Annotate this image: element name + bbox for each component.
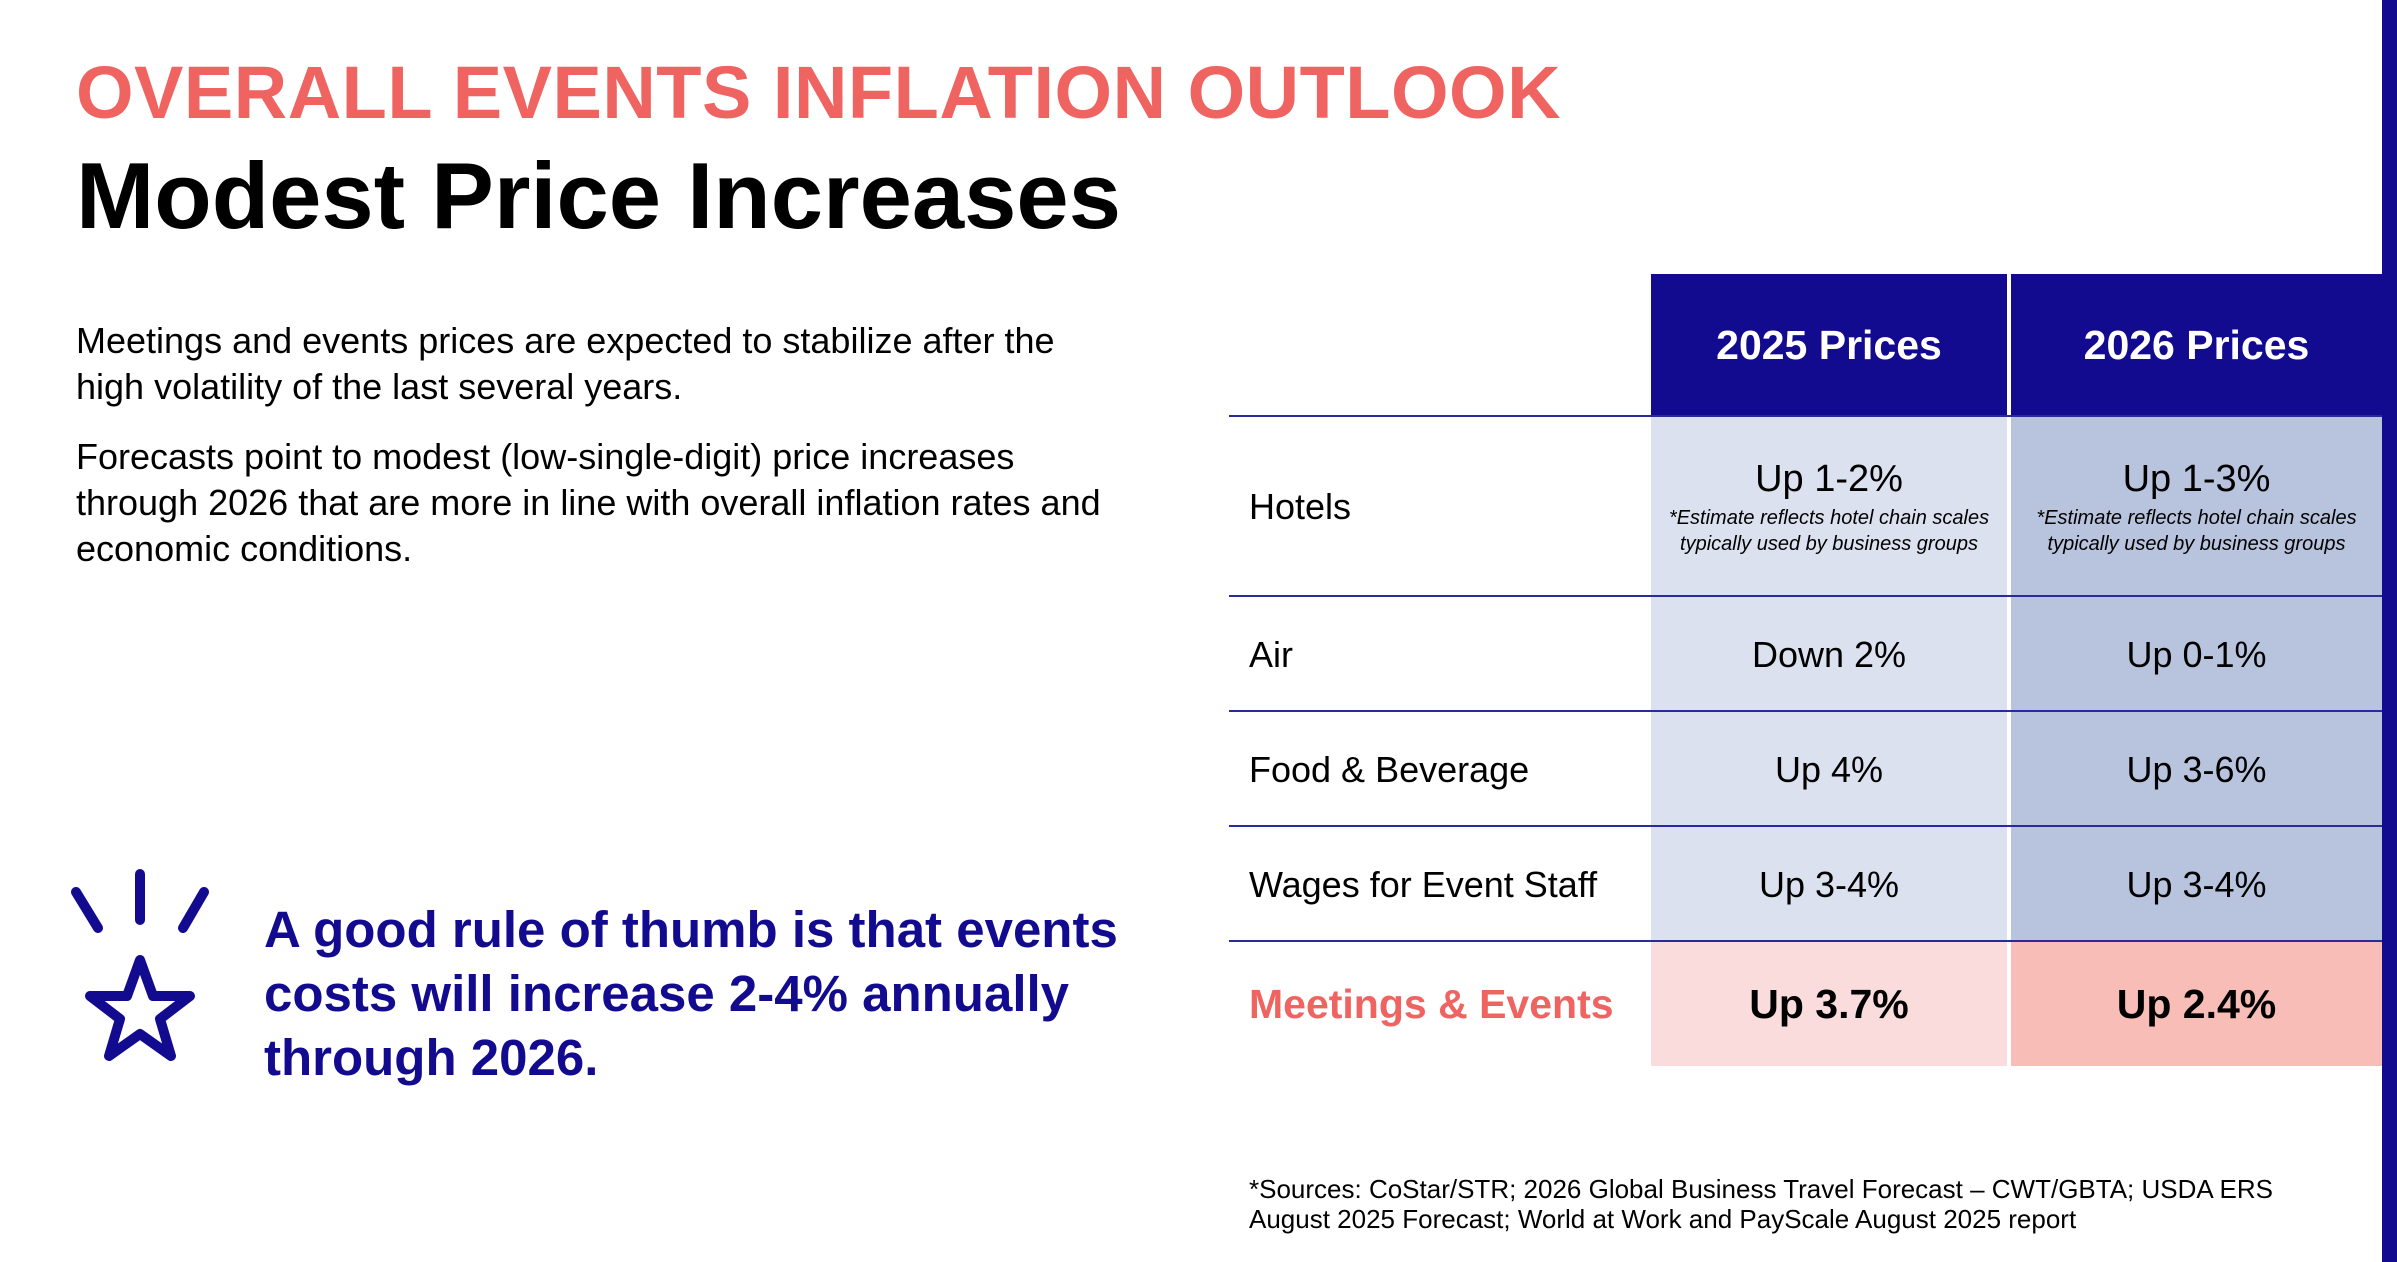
table-row-wages: Wages for Event Staff Up 3-4% Up 3-4% [1229, 827, 2382, 942]
cell-value: Up 1-2% [1755, 458, 1903, 500]
section-kicker: OVERALL EVENTS INFLATION OUTLOOK [76, 51, 1562, 134]
rule-of-thumb-callout: A good rule of thumb is that events cost… [264, 901, 1118, 1086]
row-divider [1229, 825, 2382, 827]
cell-value: Up 1-3% [2122, 458, 2271, 500]
intro-paragraph-1: Meetings and events prices are expected … [76, 320, 1055, 407]
row-divider [1229, 595, 2382, 597]
intro-paragraph-2: Forecasts point to modest (low-single-di… [76, 436, 1101, 569]
row-label: Air [1249, 633, 1293, 675]
table-row-food-beverage: Food & Beverage Up 4% Up 3-6% [1229, 712, 2382, 827]
page-title: Modest Price Increases [76, 143, 1121, 248]
row-label: Wages for Event Staff [1249, 863, 1598, 905]
star-burst-icon [71, 869, 209, 1061]
cell-2026: Up 1-3% *Estimate reflects hotel chain s… [2011, 417, 2382, 597]
right-edge-bar [2382, 0, 2397, 1262]
intro-text: Meetings and events prices are expected … [76, 318, 1126, 596]
cell-2025: Up 3-4% [1651, 827, 2007, 942]
header-2026-prices: 2026 Prices [2011, 274, 2382, 416]
cell-2026: Up 2.4% [2011, 942, 2382, 1066]
cell-2025: Up 1-2% *Estimate reflects hotel chain s… [1651, 417, 2007, 597]
table-row-meetings-events-total: Meetings & Events Up 3.7% Up 2.4% [1229, 942, 2382, 1066]
cell-2026: Up 3-4% [2011, 827, 2382, 942]
cell-2026: Up 0-1% [2011, 597, 2382, 712]
row-label: Meetings & Events [1249, 980, 1614, 1027]
table-row-hotels: Hotels Up 1-2% *Estimate reflects hotel … [1229, 417, 2382, 597]
cell-note: *Estimate reflects hotel chain scales ty… [2036, 507, 2357, 555]
row-divider [1229, 710, 2382, 712]
cell-2025: Down 2% [1651, 597, 2007, 712]
cell-2026: Up 3-6% [2011, 712, 2382, 827]
cell-2025: Up 4% [1651, 712, 2007, 827]
row-divider [1229, 940, 2382, 942]
header-divider [2007, 274, 2011, 416]
sources-footnote: *Sources: CoStar/STR; 2026 Global Busine… [1249, 1174, 2273, 1234]
header-2025-prices: 2025 Prices [1651, 274, 2007, 416]
row-label: Food & Beverage [1249, 748, 1530, 790]
cell-note: *Estimate reflects hotel chain scales ty… [1668, 507, 1990, 555]
cell-2025: Up 3.7% [1651, 942, 2007, 1066]
table-top-rule [1229, 415, 2382, 417]
row-label: Hotels [1249, 486, 1352, 527]
table-row-air: Air Down 2% Up 0-1% [1229, 597, 2382, 712]
